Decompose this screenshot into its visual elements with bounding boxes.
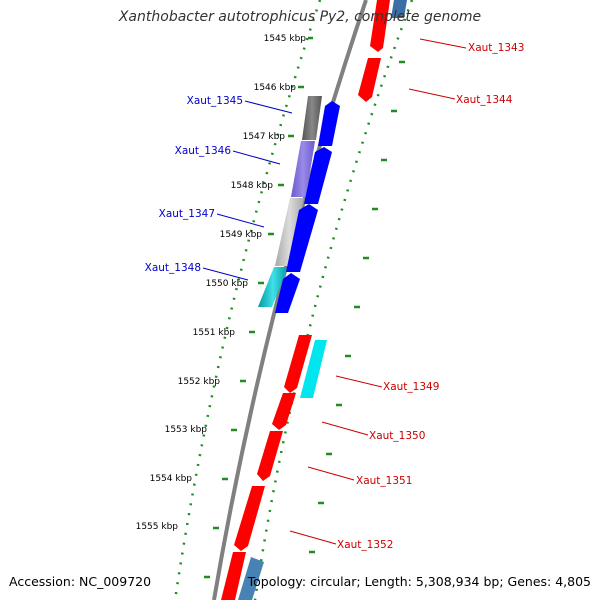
scale-ticks [204, 36, 313, 579]
gene-arrow-xaut-1349[interactable] [284, 335, 312, 393]
genome-backbone [212, 0, 368, 600]
scale-label: 1546 kbp [254, 83, 297, 93]
gene-block-top-cog [391, 0, 407, 18]
scale-labels: 1545 kbp 1546 kbp 1547 kbp 1548 kbp 1549… [136, 34, 307, 532]
accession-text: Accession: NC_009720 [9, 574, 152, 589]
scale-label: 1545 kbp [264, 34, 307, 44]
reverse-genes [221, 0, 390, 600]
gene-arrow-xaut-1350[interactable] [272, 393, 296, 430]
gene-arrow-xaut-1348[interactable] [275, 273, 300, 313]
gene-block-xaut-1347-cog [275, 198, 304, 266]
scale-label: 1551 kbp [193, 328, 236, 338]
gene-label-xaut-1344[interactable]: Xaut_1344 [456, 94, 513, 106]
scale-label: 1553 kbp [165, 425, 208, 435]
genome-summary-text: Topology: circular; Length: 5,308,934 bp… [247, 574, 591, 589]
scale-label: 1549 kbp [220, 230, 263, 240]
reverse-leader-lines [289, 38, 467, 545]
gene-arrow-xaut-1345[interactable] [318, 101, 340, 146]
forward-gene-labels: Xaut_1345 Xaut_1346 Xaut_1347 Xaut_1348 [145, 95, 243, 274]
gene-label-xaut-1351[interactable]: Xaut_1351 [356, 475, 412, 487]
reverse-cog-blocks [238, 0, 407, 600]
gene-label-xaut-1347[interactable]: Xaut_1347 [159, 208, 215, 220]
forward-cog-blocks [258, 96, 322, 307]
gene-arrow-lower-1[interactable] [221, 552, 246, 600]
gene-block-xaut-1345-cog [302, 96, 322, 140]
forward-leader-lines [202, 100, 293, 281]
scale-label: 1555 kbp [136, 522, 179, 532]
scale-label: 1554 kbp [150, 474, 193, 484]
scale-label: 1548 kbp [231, 181, 274, 191]
gene-label-xaut-1343[interactable]: Xaut_1343 [468, 42, 524, 54]
gene-block-xaut-1349-cog [300, 340, 327, 398]
gene-label-xaut-1346[interactable]: Xaut_1346 [175, 145, 232, 157]
forward-genes [275, 101, 340, 313]
gene-block-xaut-1346-cog [291, 141, 315, 197]
gene-arrow-xaut-1343[interactable] [370, 0, 390, 52]
gene-arrow-xaut-1344[interactable] [358, 58, 381, 102]
genome-title: Xanthobacter autotrophicus Py2, complete… [118, 9, 482, 25]
scale-label: 1550 kbp [206, 279, 249, 289]
gene-arrow-xaut-1352[interactable] [234, 486, 265, 551]
gene-label-xaut-1348[interactable]: Xaut_1348 [145, 262, 201, 274]
gene-arrow-xaut-1347[interactable] [286, 204, 318, 272]
scale-label: 1552 kbp [178, 377, 221, 387]
gene-arrow-xaut-1351[interactable] [257, 431, 283, 481]
reverse-gene-labels: Xaut_1343 Xaut_1344 Xaut_1349 Xaut_1350 … [337, 42, 524, 551]
gene-label-xaut-1352[interactable]: Xaut_1352 [337, 539, 393, 551]
gene-label-xaut-1350[interactable]: Xaut_1350 [369, 430, 425, 442]
scale-label: 1547 kbp [243, 132, 286, 142]
gene-block-lower-cog [238, 557, 264, 600]
gene-block-xaut-1348-cog [258, 267, 288, 307]
gene-arrow-xaut-1346[interactable] [304, 147, 332, 204]
gene-label-xaut-1349[interactable]: Xaut_1349 [383, 381, 439, 393]
gene-label-xaut-1345[interactable]: Xaut_1345 [187, 95, 243, 107]
inner-ticks [309, 60, 405, 554]
